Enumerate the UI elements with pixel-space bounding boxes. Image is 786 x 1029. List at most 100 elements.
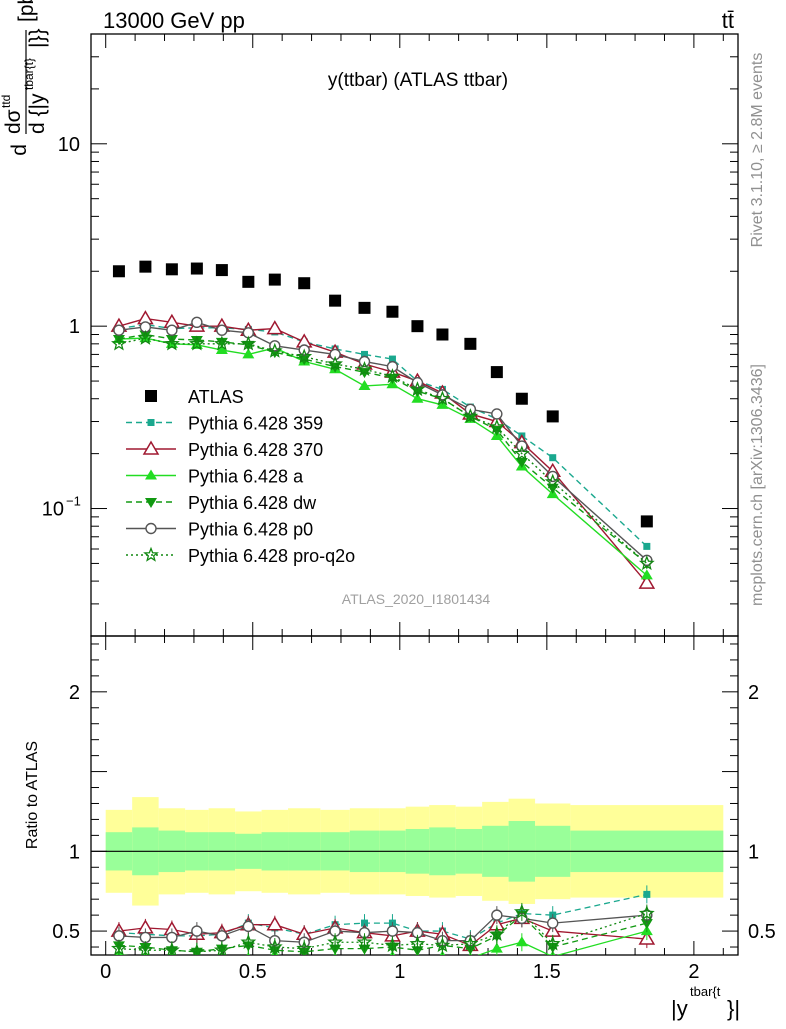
y-tick-label: 1 [69,316,80,338]
y-tick-label: 10 [42,499,64,521]
marker-triangle-down [242,340,255,351]
marker-circle-open [166,931,178,944]
marker-star-open [163,335,180,351]
legend-item: Pythia 6.428 p0 [126,520,313,540]
series-pq2o [111,329,655,571]
marker-square [464,337,477,350]
legend-label: Pythia 6.428 a [188,467,304,487]
marker-circle-open [166,324,178,336]
x-tick-label: 1.5 [533,961,561,983]
y-tick-label: 2 [69,682,80,704]
marker-star-open [434,390,451,406]
legend-item: Pythia 6.428 dw [126,493,317,513]
legend-item: ATLAS [145,387,244,407]
series-line [118,323,648,547]
marker-square [436,328,449,341]
y-tick-label: 10 [58,134,80,156]
y-tick-label-exponent: −1 [66,494,81,509]
marker-square [298,277,311,290]
marker-star-open [111,940,127,955]
marker-star-open [409,935,426,951]
marker-triangle-open [266,320,284,335]
figure-labels: 13000 GeV pp tt̄ y(ttbar) (ATLAS ttbar) … [0,0,766,1021]
marker-star-open [327,933,343,949]
marker-star-open [188,943,205,955]
ylabel-sigma: dσ [2,109,25,134]
series-line [118,337,648,576]
marker-star-open [409,381,426,397]
marker-star-open [513,903,530,919]
marker-small-square [361,919,369,927]
x-tick-label: 0 [100,961,111,983]
legend-item: Pythia 6.428 359 [126,414,323,434]
ylabel-d: d [8,144,31,156]
marker-square [112,265,125,278]
marker-triangle [216,955,228,965]
marker-triangle-down [215,337,228,348]
marker-square [139,260,152,273]
ratio-panel: 0 0.5 1 1.5 2 0.5 0.5 1 1 2 2 [52,635,776,983]
marker-small-square [147,419,155,426]
marker-square [165,263,178,276]
y-tick-label-right: 0.5 [748,921,776,943]
marker-circle-open [329,348,341,361]
legend-label: Pythia 6.428 p0 [188,520,313,540]
ylabel-den-sup: tbar{t} [22,58,36,90]
marker-star-open [240,335,257,351]
marker-square [546,410,559,423]
marker-triangle [215,344,228,355]
marker-star-open [296,348,313,364]
ratio-y-label: Ratio to ATLAS [24,741,41,849]
legend-label: Pythia 6.428 dw [188,493,317,513]
legend-label: Pythia 6.428 pro-q2o [188,546,355,566]
xlabel-base: |y [671,996,688,1021]
marker-triangle-down [190,335,203,346]
marker-circle-open [139,931,152,944]
marker-triangle-down [515,457,528,468]
marker-circle-open [145,522,157,535]
marker-square [640,515,653,528]
ylabel-unit: [pb] [15,0,38,22]
series-p359 [115,321,651,550]
marker-star-open [296,940,313,955]
marker-circle-open [386,925,399,937]
marker-triangle-down [112,335,125,346]
marker-star-open [488,925,505,941]
marker-square [329,294,342,307]
marker-star-open [638,555,655,571]
marker-star-open [384,937,401,953]
ratio-frame [90,635,739,956]
xlabel-sup: tbar{t [690,984,721,999]
ylabel-den-tail: |}} [26,29,49,48]
marker-star-open [544,473,561,489]
marker-triangle-open [142,440,160,455]
y-tick-label: 0.5 [52,921,80,943]
x-tick-label: 0.5 [239,961,267,983]
marker-circle-open [242,920,255,932]
marker-circle-open [191,316,203,328]
ratio-series-pq2o [111,902,655,955]
marker-triangle-down [464,412,477,423]
marker-square [268,273,281,286]
marker-triangle [145,469,157,480]
marker-star-open [638,905,655,921]
marker-circle-open [491,408,503,420]
marker-triangle [640,569,653,580]
marker-triangle-down [165,335,178,346]
marker-star-open [356,361,373,377]
xlabel-tail: }| [727,996,740,1021]
marker-square [242,275,255,288]
marker-star-open [111,335,127,351]
marker-triangle-down [139,330,152,341]
marker-small-square [549,454,557,462]
mcplots-label: mcplots.cern.ch [arXiv:1306.3436] [749,364,766,606]
marker-star-open [434,937,451,953]
header-right: tt̄ [722,8,734,33]
marker-circle-open [216,324,228,336]
x-tick-label: 1 [394,961,405,983]
marker-small-square [388,355,396,363]
marker-star-open [240,933,257,949]
